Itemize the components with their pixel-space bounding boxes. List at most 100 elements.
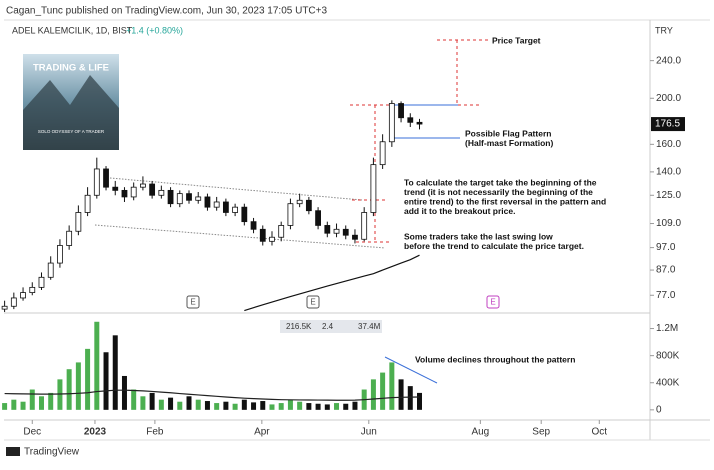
logo: TRADING & LIFE SOLO ODYSSEY OF A TRADER [23,54,119,150]
candle-body [84,194,91,213]
logo-title: TRADING & LIFE [33,63,109,74]
x-tick-label: Sep [532,427,550,438]
candle-body [195,196,202,201]
candle-body [10,297,17,307]
x-tick-label: Dec [23,427,41,438]
candle-body [213,201,220,208]
candle-body [296,199,303,205]
x-tick-label: Aug [471,427,489,438]
earnings-marker [186,295,200,309]
candle-body [93,168,100,196]
volume-bar [38,396,44,410]
candle-body [103,168,109,188]
volume-bar [131,389,137,410]
volume-bar [315,403,321,410]
candle-body [398,103,404,119]
volume-bar [168,397,174,410]
volume-tick-label: 0 [656,404,662,415]
candle-body [324,225,331,234]
y-tick-label: 77.0 [656,290,676,301]
annotation: (Half-mast Formation) [465,138,553,148]
volume-bar [158,399,164,410]
earnings-marker [486,295,500,309]
candle-body [379,141,386,166]
x-tick-label: Jun [361,427,377,438]
y-tick-label: 125.0 [656,190,681,201]
volume-bar [389,362,395,410]
candle-body [112,186,119,191]
annotation: trend (it is not necessarily the beginni… [404,187,593,197]
volume-bar [370,379,376,410]
candle-body [315,210,321,226]
candle-body [232,206,239,213]
volume-legend: 216.5K [286,322,312,331]
x-tick-label: Apr [254,427,270,438]
x-tick-label: Feb [146,427,164,438]
y-tick-label: 200.0 [656,93,681,104]
candle-body [121,189,128,198]
candle-body [370,164,377,213]
volume-bar [214,403,220,410]
footer: TradingView [6,447,80,458]
candle-body [130,186,137,198]
currency: TRY [655,25,673,35]
volume-bar [29,389,35,410]
candle-body [241,206,248,223]
volume-bar [287,399,293,410]
y-tick-label: 87.0 [656,265,676,276]
volume-bar [297,401,303,410]
annotation: Some traders take the last swing low [404,231,553,241]
candle-body [361,212,368,240]
candle-body [278,225,285,238]
volume-bar [278,403,284,410]
volume-bar [57,379,63,410]
volume-bar [140,396,146,410]
last-price-label: 176.5 [655,119,680,130]
x-tick-label: 2023 [84,427,107,438]
volume-bar [204,401,210,410]
candle-body [269,236,275,242]
candle-body [140,183,146,188]
candle-body [287,203,294,226]
candle-body [20,292,26,299]
candle-body [29,286,36,293]
volume-bar [251,402,257,410]
volume-bar [112,335,118,410]
volume-bar [11,399,17,410]
candle-body [342,228,349,236]
volume-bar [324,404,330,410]
channel-line [94,224,386,249]
volume-tick-label: 800K [656,350,680,361]
candle-body [407,117,414,123]
volume-bar [417,392,423,410]
volume-bar [223,401,229,410]
volume-bar [85,348,91,410]
volume-bar [407,386,413,410]
candle-body [305,199,312,212]
volume-legend: 37.4M [358,322,381,331]
volume-trend-line [384,356,438,384]
earnings-label: E [490,298,495,307]
change: +1.4 (+0.80%) [126,25,183,35]
candle-body [75,212,82,232]
earnings-marker [306,295,320,309]
volume-bar [186,396,192,410]
candle-body [66,230,73,246]
earnings-label: E [190,298,195,307]
volume-bar [66,369,72,410]
annotation: Possible Flag Pattern [465,128,551,138]
annotation: add it to the breakout price. [404,206,515,216]
candle-body [149,183,156,196]
volume-bar [260,401,266,410]
volume-bar [232,403,238,410]
volume-bar [334,403,340,410]
volume-bar [195,399,201,410]
price-ma [244,254,420,312]
volume-bar [48,392,54,410]
annotation: before the trend to calculate the price … [404,241,584,251]
candle-body [176,193,183,205]
candle-body [250,221,257,230]
candle-body [333,228,340,234]
publisher: Cagan_Tunc published on TradingView.com,… [6,6,327,17]
